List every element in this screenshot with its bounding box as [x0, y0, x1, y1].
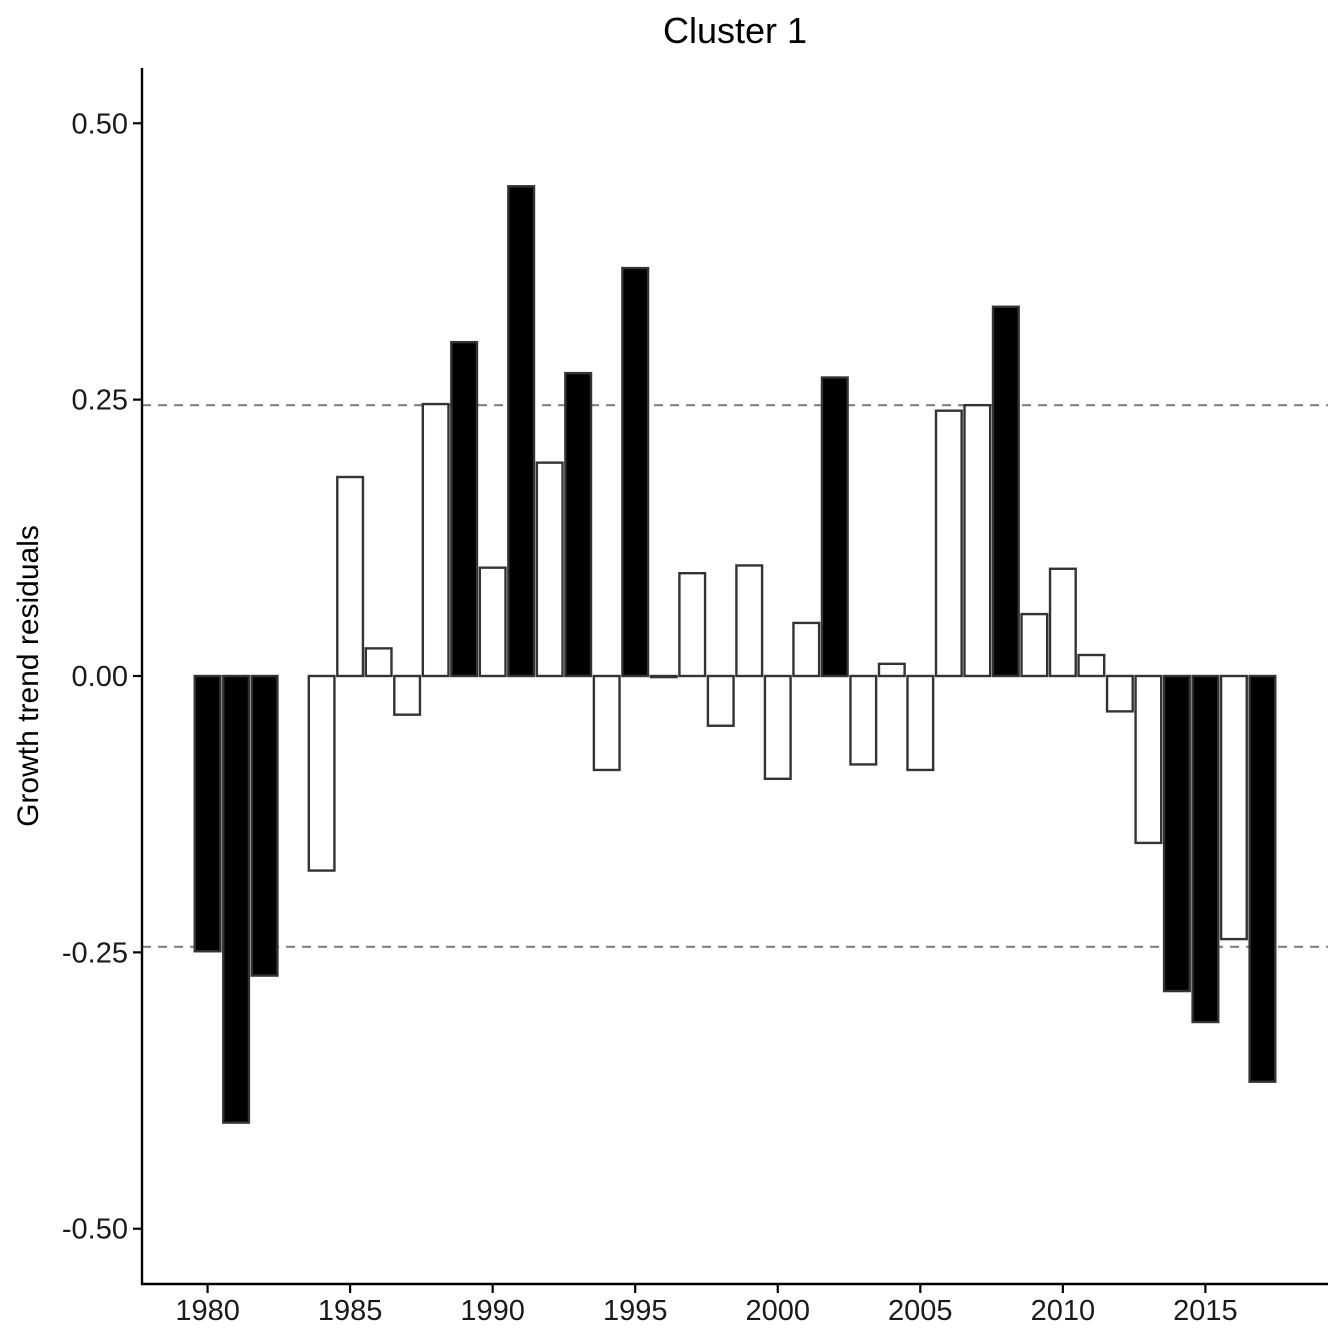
bar-1989 [450, 340, 479, 678]
bar-2014 [1162, 674, 1191, 993]
bar-1988 [421, 402, 450, 678]
bar-1980 [193, 674, 222, 953]
bar-2000 [763, 674, 792, 781]
bar-2010 [1048, 567, 1077, 678]
bar-1994 [592, 674, 621, 772]
y-tick-label: -0.25 [62, 937, 128, 969]
bar-2002 [820, 376, 849, 678]
chart-title: Cluster 1 [663, 10, 807, 51]
bar-1998 [706, 674, 735, 727]
bar-1986 [364, 647, 393, 678]
bar-1985 [336, 475, 365, 678]
x-tick-label: 1990 [460, 1295, 525, 1327]
y-tick-label: -0.50 [62, 1214, 128, 1246]
bar-2006 [934, 409, 963, 678]
x-tick-label: 2015 [1173, 1295, 1238, 1327]
x-tick-label: 2010 [1031, 1295, 1096, 1327]
bar-1995 [621, 266, 650, 678]
bar-2012 [1105, 674, 1134, 713]
bar-1981 [222, 674, 251, 1124]
bar-1993 [564, 371, 593, 678]
bar-1982 [250, 674, 279, 977]
x-tick-label: 1995 [603, 1295, 668, 1327]
y-tick-label: 0.00 [72, 661, 128, 693]
bar-1999 [735, 564, 764, 678]
bar-2013 [1134, 674, 1163, 845]
bar-2004 [877, 662, 906, 678]
x-tick-label: 2000 [746, 1295, 811, 1327]
bar-2009 [1020, 612, 1049, 678]
x-tick-label: 1985 [318, 1295, 383, 1327]
bar-2005 [906, 674, 935, 772]
x-tick-label: 2005 [888, 1295, 953, 1327]
bar-2003 [849, 674, 878, 766]
axes-group: 0.50 0.25 0.00 -0.25 -0.50 1980 1985 1990 1995 20… [62, 68, 1328, 1327]
bar-2001 [792, 621, 821, 678]
y-tick-label: 0.25 [72, 385, 128, 417]
y-axis-title: Growth trend residuals [12, 525, 45, 827]
bar-2015 [1191, 674, 1220, 1024]
bar-2007 [963, 403, 992, 678]
bar-1997 [678, 571, 707, 678]
x-tick-label: 1980 [175, 1295, 240, 1327]
reference-lines [142, 404, 1328, 948]
y-tick-label: 0.50 [72, 108, 128, 140]
bar-2008 [991, 305, 1020, 678]
bar-2017 [1248, 674, 1277, 1083]
bar-1996 [649, 674, 678, 679]
bar-1987 [393, 674, 422, 716]
bar-1990 [478, 566, 507, 678]
bar-2011 [1077, 653, 1106, 678]
bar-2016 [1219, 674, 1248, 941]
bar-1991 [507, 185, 536, 678]
bars-group [193, 185, 1277, 1124]
bar-1984 [307, 674, 336, 872]
bar-1992 [535, 461, 564, 678]
